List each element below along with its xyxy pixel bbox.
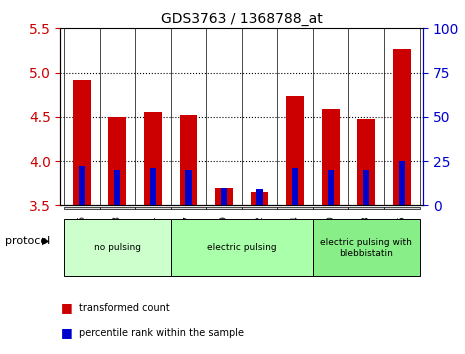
Bar: [292, 168, 298, 205]
FancyBboxPatch shape: [242, 207, 277, 209]
Text: electric pulsing with
blebbistatin: electric pulsing with blebbistatin: [320, 238, 412, 257]
Bar: [393, 49, 411, 205]
Bar: [251, 192, 268, 205]
Text: protocol: protocol: [5, 236, 50, 246]
Bar: [286, 96, 304, 205]
Bar: [215, 188, 233, 205]
FancyBboxPatch shape: [384, 207, 419, 209]
FancyBboxPatch shape: [206, 207, 242, 209]
FancyBboxPatch shape: [348, 207, 384, 209]
Text: ▶: ▶: [42, 236, 49, 246]
Text: transformed count: transformed count: [79, 303, 170, 313]
Bar: [221, 188, 227, 205]
Text: no pulsing: no pulsing: [94, 243, 141, 252]
Bar: [399, 161, 405, 205]
FancyBboxPatch shape: [313, 207, 348, 209]
Bar: [363, 170, 369, 205]
Bar: [79, 166, 85, 205]
Bar: [257, 189, 263, 205]
Bar: [144, 113, 162, 205]
FancyBboxPatch shape: [64, 207, 100, 209]
Text: percentile rank within the sample: percentile rank within the sample: [79, 328, 244, 338]
Bar: [150, 168, 156, 205]
Bar: [327, 170, 334, 205]
Bar: [73, 80, 91, 205]
Title: GDS3763 / 1368788_at: GDS3763 / 1368788_at: [161, 12, 323, 26]
Bar: [322, 109, 339, 205]
FancyBboxPatch shape: [135, 207, 171, 209]
Bar: [186, 170, 192, 205]
Text: ■: ■: [60, 302, 72, 314]
Bar: [114, 170, 120, 205]
Text: electric pulsing: electric pulsing: [207, 243, 277, 252]
FancyBboxPatch shape: [100, 207, 135, 209]
Bar: [108, 117, 126, 205]
FancyBboxPatch shape: [277, 207, 313, 209]
Bar: [358, 120, 375, 205]
Bar: [179, 115, 197, 205]
FancyBboxPatch shape: [171, 207, 206, 209]
Text: ■: ■: [60, 326, 72, 339]
